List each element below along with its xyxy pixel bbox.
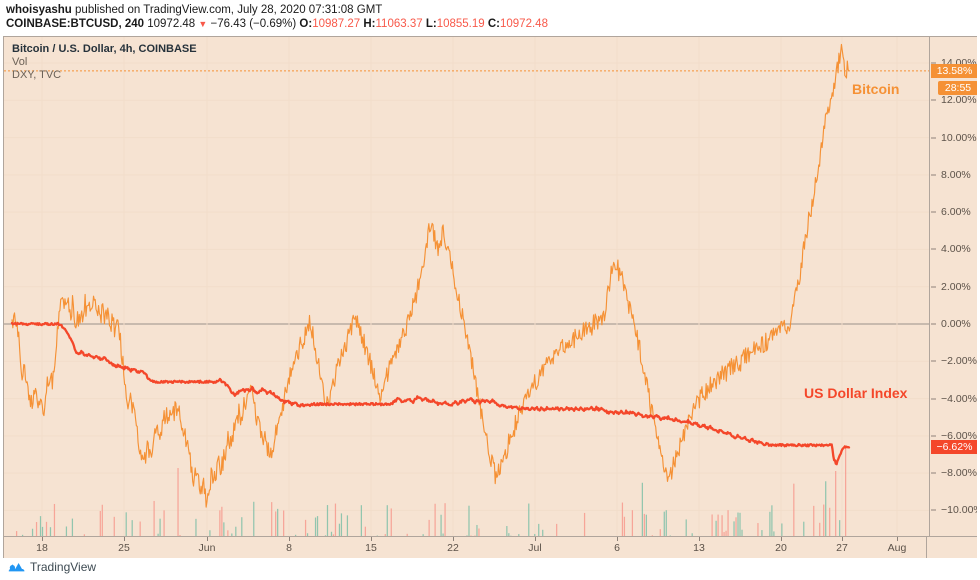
price-tick-mark [931,174,936,176]
grid-lines [4,37,929,536]
bitcoin-line [11,43,850,508]
us-dollar-index-line [10,321,851,466]
last-price: 10972.48 [147,18,196,30]
time-tick-label: 8 [286,542,292,554]
time-tick-label: Jun [198,542,216,554]
time-tick-mark [535,537,536,541]
time-tick-mark [42,537,43,541]
footer: TradingView [0,558,980,580]
price-tick-mark [931,360,936,362]
time-tick-mark [124,537,125,541]
price-tick-label: −2.00% [941,355,977,368]
time-tick-mark [617,537,618,541]
price-tick-label: 2.00% [941,280,971,293]
low-value: 10855.19 [436,18,485,30]
price-tick-mark [931,211,936,213]
price-tick-label: 0.00% [941,318,971,330]
price-tick-label: 4.00% [941,243,971,256]
time-tick-label: Jul [528,542,542,554]
price-tick-label: 6.00% [941,206,971,219]
author-name: whoisyashu [6,4,72,16]
price-tick-mark [931,62,936,64]
price-tick-label: 12.00% [941,94,977,107]
time-tick-label: 25 [118,542,130,554]
plot-svg [4,37,929,536]
low-label: L: [425,18,437,30]
time-tick-mark [453,537,454,541]
time-tick-label: 13 [693,542,705,554]
open-value: 10987.27 [312,18,361,30]
publish-info: published on TradingView.com, July 28, 2… [75,4,383,16]
high-label: H: [363,18,376,30]
price-tick-label: −8.00% [941,467,977,480]
price-axis[interactable]: 14.00%12.00%10.00%8.00%6.00%4.00%2.00%0.… [929,37,977,536]
price-tick-mark [931,472,936,474]
time-tick-mark [699,537,700,541]
symbol-label: COINBASE:BTCUSD, 240 [6,18,145,30]
open-label: O: [299,18,313,30]
time-tick-mark [207,537,208,541]
time-tick-label: 15 [365,542,377,554]
tradingview-logo-icon [8,561,25,574]
price-tick-mark [931,323,936,325]
price-tick-mark [931,509,936,511]
time-axis[interactable]: 18 25 Jun 8 15 22 Jul 6 13 20 27 Aug [3,536,978,559]
chart-area[interactable]: Bitcoin / U.S. Dollar, 4h, COINBASE Vol … [3,36,977,536]
publish-line: whoisyashu published on TradingView.com,… [6,3,980,17]
price-tick-label: −4.00% [941,392,977,405]
close-value: 10972.48 [500,18,548,30]
time-tick-label: 20 [775,542,787,554]
annotation-us-dollar-index: US Dollar Index [804,385,908,402]
price-tick-label: −10.00% [941,504,977,517]
time-tick-label: 18 [36,542,48,554]
price-tick-label: 8.00% [941,168,971,181]
bitcoin-price-badge[interactable]: 13.58% [931,63,977,78]
price-tick-label: 10.00% [941,131,977,144]
price-tick-label: −6.00% [941,429,977,442]
chart-header: whoisyashu published on TradingView.com,… [0,0,980,30]
volume-histogram [15,446,847,536]
close-label: C: [487,18,500,30]
plot-pane[interactable] [4,37,929,536]
down-arrow-icon: ▼ [198,19,208,29]
time-tick-mark [289,537,290,541]
dxy-price-badge[interactable]: −6.62% [931,440,977,455]
quote-line: COINBASE:BTCUSD, 240 10972.48 ▼ −76.43 (… [6,17,980,31]
high-value: 11063.37 [375,18,423,30]
time-tick-mark [781,537,782,541]
price-tick-mark [931,99,936,101]
time-tick-label: Aug [887,542,907,554]
price-tick-mark [931,398,936,400]
time-tick-mark [897,537,898,541]
price-tick-mark [931,248,936,250]
price-tick-mark [931,286,936,288]
tradingview-brand-label: TradingView [30,560,97,574]
time-tick-mark [842,537,843,541]
countdown-badge: 28:55 [938,80,977,95]
time-axis-right-pad [926,537,978,559]
time-tick-label: 22 [447,542,459,554]
time-tick-label: 27 [836,542,848,554]
time-tick-label: 6 [614,542,620,554]
annotation-bitcoin: Bitcoin [852,80,900,97]
price-change: −76.43 (−0.69%) [210,18,297,30]
price-tick-mark [931,435,936,437]
time-tick-mark [371,537,372,541]
price-tick-mark [931,137,936,139]
tradingview-brand[interactable]: TradingView [8,560,96,574]
